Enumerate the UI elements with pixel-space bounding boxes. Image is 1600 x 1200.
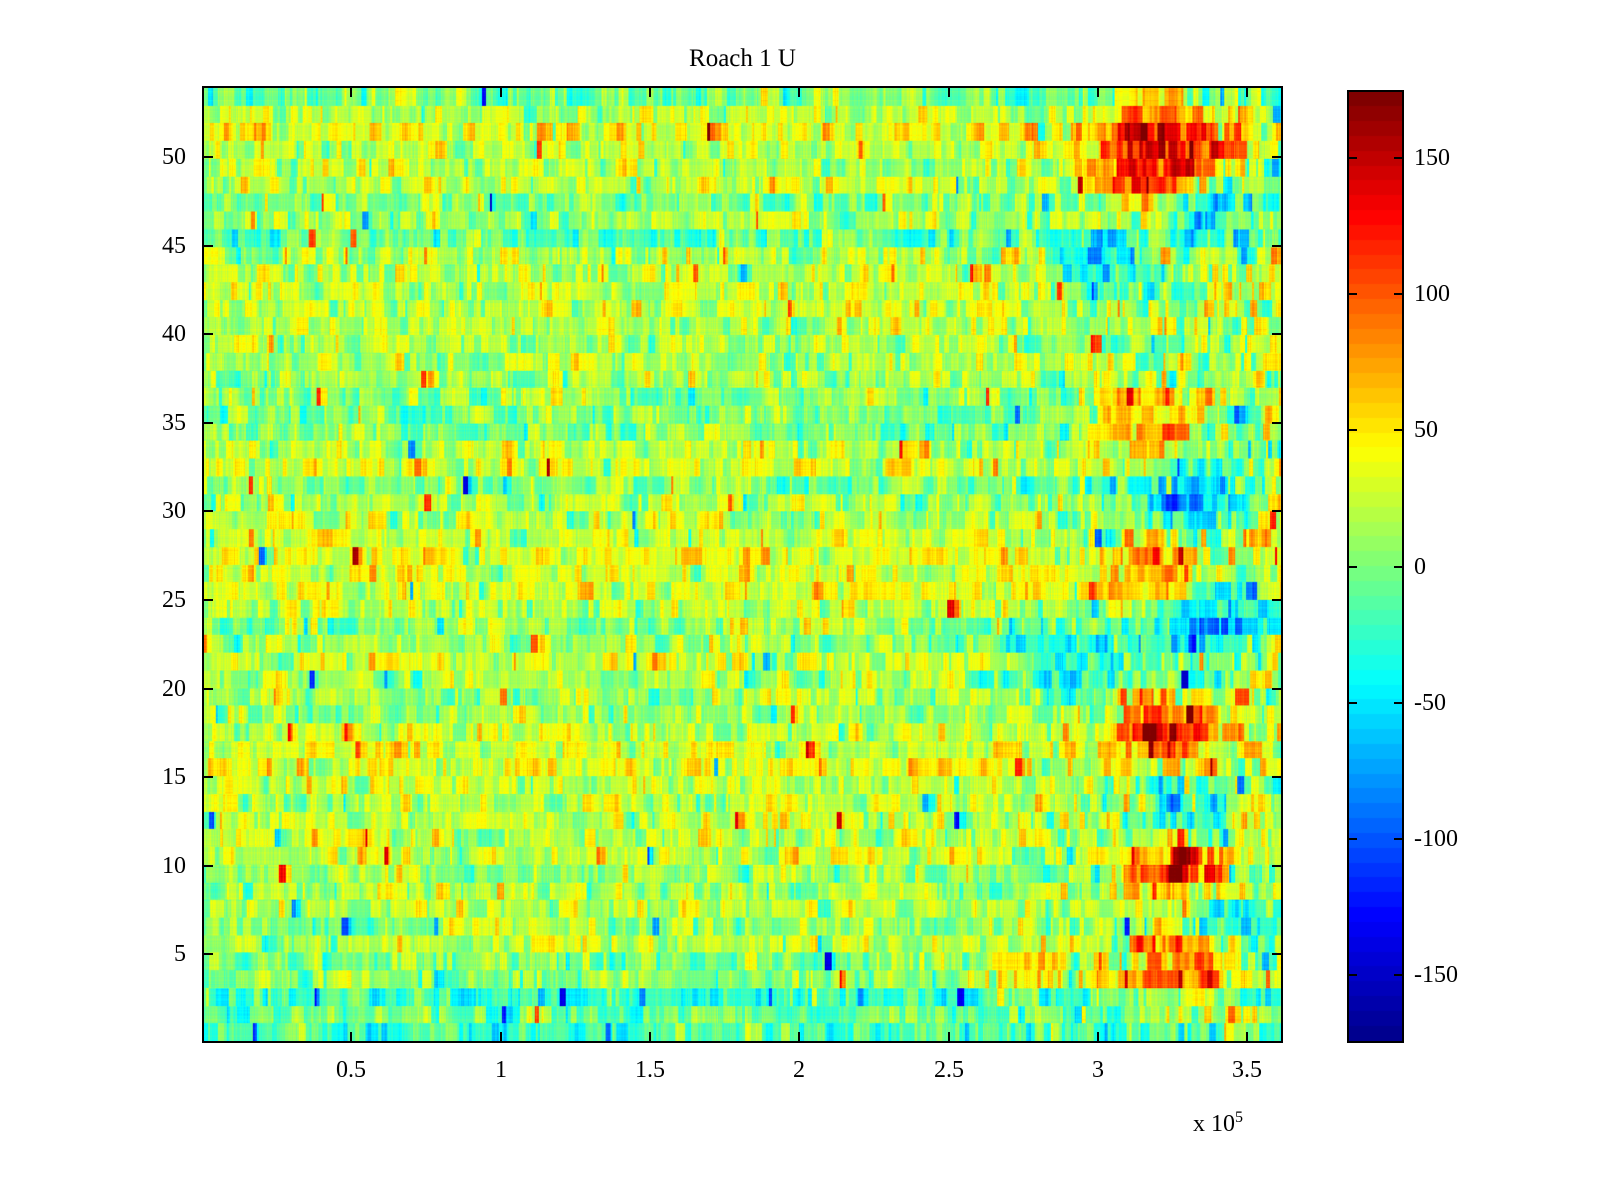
y-tick-mark: [1272, 865, 1283, 867]
y-tick-label: 10: [162, 853, 186, 879]
x-axis-exponent-label: x 105: [1193, 1110, 1243, 1138]
x-tick-label: 2: [793, 1057, 805, 1083]
x-tick-label: 0.5: [336, 1057, 366, 1083]
y-tick-mark: [1272, 156, 1283, 158]
colorbar-tick-mark: [1347, 429, 1357, 431]
colorbar-tick-mark: [1394, 429, 1404, 431]
colorbar-tick-mark: [1394, 838, 1404, 840]
page-title: Roach 1 U: [689, 45, 796, 72]
colorbar-tick-mark: [1394, 974, 1404, 976]
y-tick-mark: [1272, 422, 1283, 424]
colorbar-tick-mark: [1347, 838, 1357, 840]
colorbar-tick-mark: [1347, 157, 1357, 159]
colorbar-tick-mark: [1347, 293, 1357, 295]
x-tick-label: 3: [1092, 1057, 1104, 1083]
y-tick-mark: [1272, 953, 1283, 955]
x-exponent-base: x 10: [1193, 1111, 1235, 1137]
heatmap-image: [204, 88, 1281, 1041]
x-tick-label: 1: [495, 1057, 507, 1083]
y-tick-mark: [202, 865, 213, 867]
y-tick-label: 5: [174, 941, 186, 967]
colorbar-tick-mark: [1394, 566, 1404, 568]
colorbar-tick-mark: [1347, 702, 1357, 704]
y-tick-mark: [202, 776, 213, 778]
y-tick-mark: [202, 422, 213, 424]
x-tick-mark: [500, 1032, 502, 1043]
y-tick-mark: [202, 156, 213, 158]
y-tick-label: 30: [162, 498, 186, 524]
x-tick-mark: [948, 1032, 950, 1043]
colorbar-gradient: [1349, 92, 1402, 1041]
y-tick-mark: [202, 688, 213, 690]
colorbar-tick-label: -100: [1414, 826, 1458, 852]
y-tick-mark: [1272, 510, 1283, 512]
y-tick-label: 35: [162, 410, 186, 436]
colorbar-tick-mark: [1347, 974, 1357, 976]
colorbar-tick-label: 150: [1414, 145, 1450, 171]
x-tick-label: 1.5: [635, 1057, 665, 1083]
x-tick-mark: [1246, 1032, 1248, 1043]
y-tick-label: 45: [162, 233, 186, 259]
x-tick-mark: [1097, 86, 1099, 97]
colorbar-tick-label: 50: [1414, 417, 1438, 443]
colorbar-tick-label: 0: [1414, 554, 1426, 580]
x-tick-mark: [500, 86, 502, 97]
colorbar-tick-mark: [1394, 293, 1404, 295]
y-tick-mark: [202, 599, 213, 601]
colorbar-tick-mark: [1394, 157, 1404, 159]
colorbar-tick-label: -150: [1414, 962, 1458, 988]
x-tick-mark: [798, 86, 800, 97]
y-tick-label: 40: [162, 321, 186, 347]
y-tick-mark: [1272, 688, 1283, 690]
colorbar-tick-label: 100: [1414, 281, 1450, 307]
x-tick-label: 3.5: [1232, 1057, 1262, 1083]
y-tick-label: 20: [162, 676, 186, 702]
colorbar-tick-mark: [1347, 566, 1357, 568]
y-tick-mark: [1272, 245, 1283, 247]
y-tick-label: 25: [162, 587, 186, 613]
y-tick-label: 50: [162, 144, 186, 170]
x-tick-mark: [1246, 86, 1248, 97]
heatmap-axes[interactable]: [202, 86, 1283, 1043]
x-tick-mark: [649, 86, 651, 97]
y-tick-mark: [1272, 599, 1283, 601]
x-tick-mark: [1097, 1032, 1099, 1043]
x-exponent-power: 5: [1235, 1109, 1243, 1126]
y-tick-mark: [202, 510, 213, 512]
y-tick-label: 15: [162, 764, 186, 790]
x-tick-label: 2.5: [934, 1057, 964, 1083]
x-tick-mark: [948, 86, 950, 97]
y-tick-mark: [202, 333, 213, 335]
colorbar-tick-mark: [1394, 702, 1404, 704]
y-tick-mark: [1272, 776, 1283, 778]
x-tick-mark: [350, 86, 352, 97]
colorbar-tick-label: -50: [1414, 690, 1446, 716]
y-tick-mark: [1272, 333, 1283, 335]
x-tick-mark: [649, 1032, 651, 1043]
x-tick-mark: [798, 1032, 800, 1043]
y-tick-mark: [202, 953, 213, 955]
y-tick-mark: [202, 245, 213, 247]
x-tick-mark: [350, 1032, 352, 1043]
